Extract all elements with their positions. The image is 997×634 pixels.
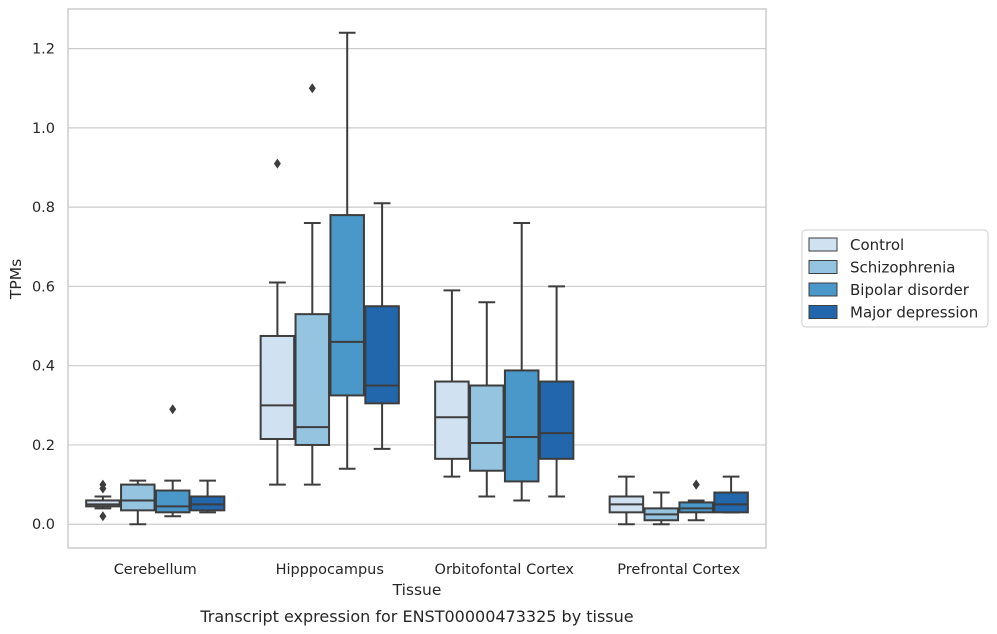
outlier-point (99, 479, 107, 490)
box-major-depression (538, 285, 575, 498)
x-tick-label: Prefrontal Cortex (617, 562, 740, 578)
box-bipolar-disorder (154, 404, 191, 518)
outlier-point (308, 83, 316, 94)
box-schizophrenia (469, 301, 505, 498)
box-major-depression (189, 479, 226, 514)
x-tick-label: Cerebellum (114, 562, 197, 578)
y-axis-label: TPMs (7, 259, 25, 300)
chart-caption: Transcript expression for ENST0000047332… (199, 607, 633, 626)
y-tick-label: 1.0 (32, 121, 55, 137)
box-body (364, 305, 400, 405)
outlier-point (99, 511, 107, 522)
y-tick-label: 0.2 (32, 438, 55, 454)
box-control (259, 158, 296, 486)
box-schizophrenia (643, 491, 680, 526)
box-body (503, 369, 540, 483)
box-bipolar-disorder (503, 222, 540, 502)
boxes (85, 31, 749, 526)
box-body (120, 483, 156, 512)
legend-label: Control (850, 236, 904, 254)
box-body (538, 380, 575, 460)
box-control (608, 475, 645, 526)
box-schizophrenia (294, 83, 331, 486)
x-tick-labels: Cerebellum Hipppocampus Orbitofontal Corte… (114, 562, 741, 578)
x-axis-label: Tissue (392, 581, 442, 599)
box-body (329, 214, 365, 397)
plot-frame (67, 8, 767, 549)
y-tick-label: 0.0 (32, 517, 55, 533)
y-tick-label: 0.6 (32, 279, 55, 295)
box-control (434, 289, 470, 478)
outlier-point (273, 158, 281, 169)
box-schizophrenia (120, 479, 156, 526)
box-control (85, 479, 121, 522)
y-tick-label: 0.4 (32, 359, 55, 375)
outlier-point (169, 404, 177, 415)
box-body (434, 380, 470, 460)
legend-swatch (808, 260, 838, 274)
legend-label: Bipolar disorder (850, 281, 970, 299)
y-tick-label: 0.8 (32, 200, 55, 216)
box-body (713, 491, 749, 514)
box-body (469, 384, 505, 472)
x-tick-label: Hipppocampus (276, 562, 384, 578)
legend-swatch (808, 282, 838, 297)
box-bipolar-disorder (329, 31, 365, 470)
outlier-point (692, 479, 700, 490)
gridlines (68, 48, 766, 525)
y-tick-labels: 0.0 0.2 0.4 0.6 0.8 1.0 1.2 (32, 42, 55, 534)
legend-frame (801, 229, 989, 328)
legend-swatch (808, 305, 838, 319)
legend: Control Schizophrenia Bipolar disorder Majo… (801, 229, 989, 328)
box-body (294, 313, 331, 446)
box-major-depression (713, 475, 749, 514)
y-tick-label: 1.2 (32, 42, 55, 58)
legend-label: Schizophrenia (850, 259, 955, 277)
x-tick-label: Orbitofontal Cortex (435, 562, 575, 578)
box-body (259, 334, 296, 441)
box-bipolar-disorder (678, 479, 714, 522)
box-body (154, 489, 191, 514)
legend-label: Major depression (850, 304, 978, 322)
legend-swatch (808, 237, 838, 252)
box-major-depression (364, 202, 400, 450)
